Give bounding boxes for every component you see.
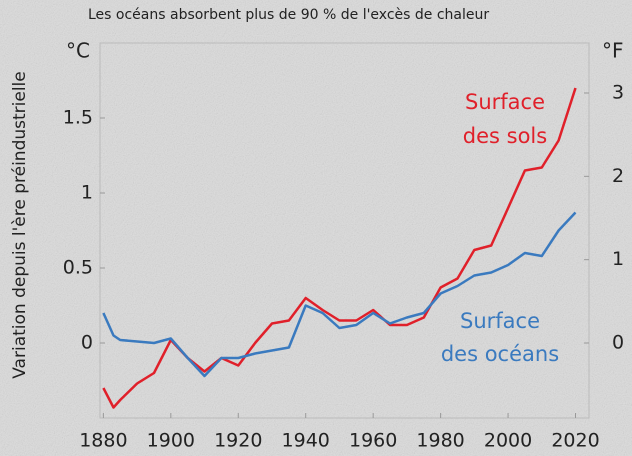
y-axis-label: Variation depuis l'ère préindustrielle bbox=[10, 71, 30, 379]
annotation: des sols bbox=[463, 124, 547, 148]
x-tick-label: 1940 bbox=[282, 430, 330, 452]
y2-tick-label: 2 bbox=[612, 165, 624, 187]
x-tick-label: 2000 bbox=[484, 430, 532, 452]
x-tick-label: 2020 bbox=[551, 430, 599, 452]
x-tick-label: 1960 bbox=[349, 430, 397, 452]
series-line bbox=[102, 211, 577, 378]
x-tick-label: 1880 bbox=[79, 430, 127, 452]
annotation: des océans bbox=[441, 342, 559, 366]
y2-tick-label: 1 bbox=[612, 248, 624, 270]
y2-unit: °F bbox=[602, 39, 624, 63]
annotation: Surface bbox=[465, 90, 545, 114]
x-tick-label: 1920 bbox=[214, 430, 262, 452]
y-tick-label: 0.5 bbox=[63, 257, 93, 279]
plot-frame bbox=[99, 42, 590, 419]
x-tick-label: 1900 bbox=[147, 430, 195, 452]
y-tick-label: 0 bbox=[81, 332, 93, 354]
series-line bbox=[102, 87, 577, 409]
y-tick-label: 1.5 bbox=[63, 107, 93, 129]
y-unit: °C bbox=[66, 39, 90, 63]
y2-tick-label: 3 bbox=[612, 82, 624, 104]
annotation: Surface bbox=[460, 309, 540, 333]
x-tick-label: 1980 bbox=[416, 430, 464, 452]
y-tick-label: 1 bbox=[81, 182, 93, 204]
chart-title: Les océans absorbent plus de 90 % de l'e… bbox=[88, 7, 489, 23]
y2-tick-label: 0 bbox=[612, 332, 624, 354]
